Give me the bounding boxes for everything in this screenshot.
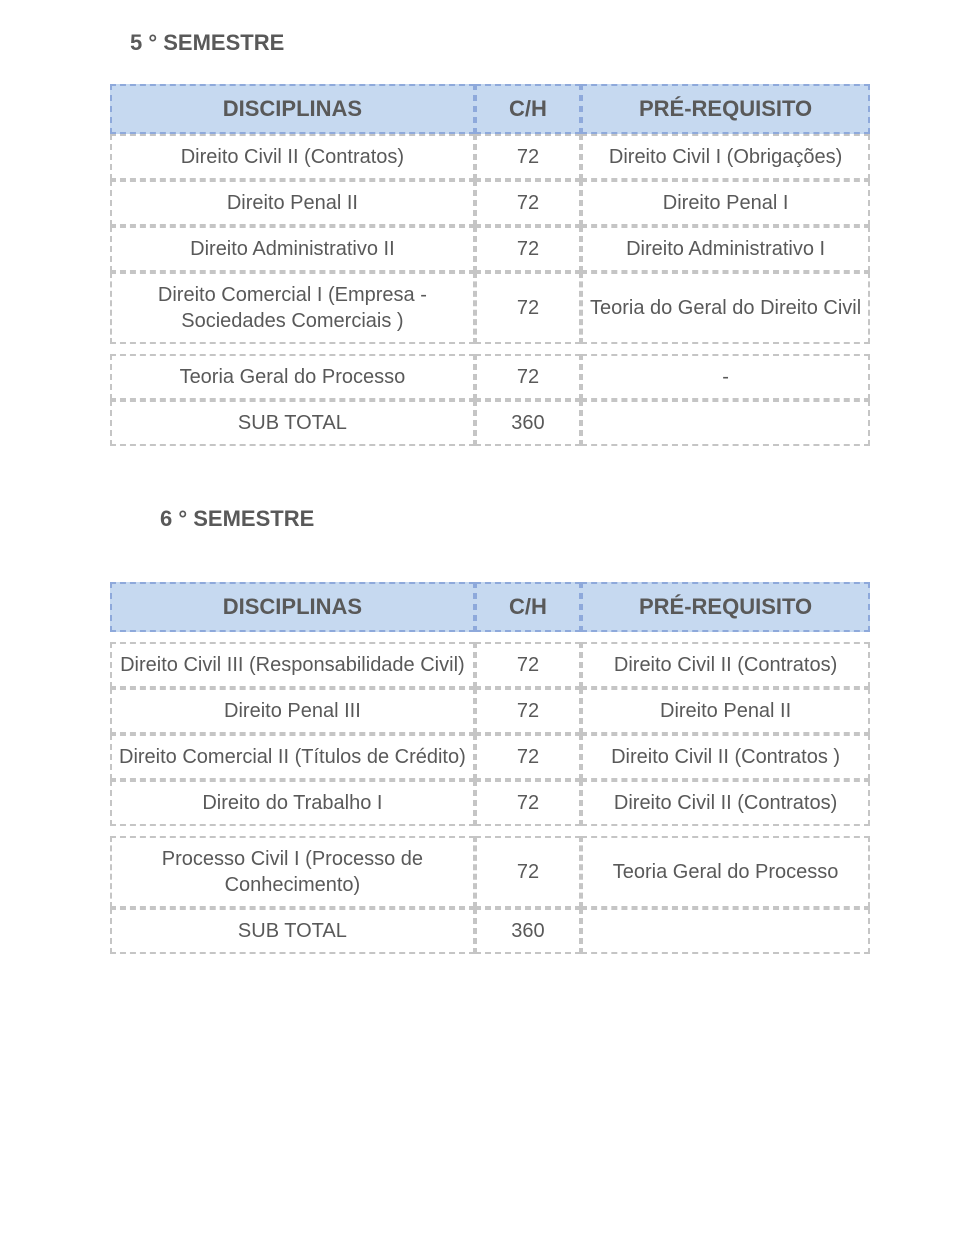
table-row: Direito do Trabalho I 72 Direito Civil I…: [110, 780, 870, 826]
cell-pre: [581, 908, 870, 954]
table-row: Direito Civil III (Responsabilidade Civi…: [110, 642, 870, 688]
cell-disc: Teoria Geral do Processo: [110, 354, 475, 400]
table-header-row: DISCIPLINAS C/H PRÉ-REQUISITO: [110, 84, 870, 134]
table-row: Direito Comercial I (Empresa - Sociedade…: [110, 272, 870, 344]
semester-6-title: 6 ° SEMESTRE: [160, 506, 870, 532]
table-row: Direito Penal II 72 Direito Penal I: [110, 180, 870, 226]
table-row: Teoria Geral do Processo 72 -: [110, 354, 870, 400]
cell-ch: 72: [475, 836, 581, 908]
header-ch: C/H: [475, 84, 581, 134]
cell-ch: 72: [475, 688, 581, 734]
header-pre: PRÉ-REQUISITO: [581, 582, 870, 632]
cell-disc: Processo Civil I (Processo de Conhecimen…: [110, 836, 475, 908]
cell-pre: Direito Civil II (Contratos ): [581, 734, 870, 780]
table-row: SUB TOTAL 360: [110, 908, 870, 954]
header-disciplinas: DISCIPLINAS: [110, 84, 475, 134]
table-row: Direito Penal III 72 Direito Penal II: [110, 688, 870, 734]
table-row: Processo Civil I (Processo de Conhecimen…: [110, 836, 870, 908]
cell-disc: Direito Administrativo II: [110, 226, 475, 272]
cell-ch: 360: [475, 908, 581, 954]
cell-ch: 72: [475, 780, 581, 826]
cell-pre: Direito Civil II (Contratos): [581, 642, 870, 688]
semester-5-table: DISCIPLINAS C/H PRÉ-REQUISITO Direito Ci…: [110, 84, 870, 446]
semester-5-title: 5 ° SEMESTRE: [130, 30, 870, 56]
cell-pre: Direito Penal II: [581, 688, 870, 734]
cell-pre: Direito Civil I (Obrigações): [581, 134, 870, 180]
cell-disc: SUB TOTAL: [110, 400, 475, 446]
cell-pre: Teoria Geral do Processo: [581, 836, 870, 908]
cell-ch: 72: [475, 354, 581, 400]
cell-disc: Direito Comercial I (Empresa - Sociedade…: [110, 272, 475, 344]
header-ch: C/H: [475, 582, 581, 632]
cell-ch: 72: [475, 134, 581, 180]
cell-ch: 72: [475, 642, 581, 688]
cell-disc: Direito Penal III: [110, 688, 475, 734]
cell-disc: Direito Comercial II (Títulos de Crédito…: [110, 734, 475, 780]
cell-disc: Direito Penal II: [110, 180, 475, 226]
cell-pre: Direito Civil II (Contratos): [581, 780, 870, 826]
cell-ch: 72: [475, 734, 581, 780]
table-row: SUB TOTAL 360: [110, 400, 870, 446]
header-pre: PRÉ-REQUISITO: [581, 84, 870, 134]
cell-disc: SUB TOTAL: [110, 908, 475, 954]
cell-pre: -: [581, 354, 870, 400]
table-row: Direito Comercial II (Títulos de Crédito…: [110, 734, 870, 780]
cell-disc: Direito Civil III (Responsabilidade Civi…: [110, 642, 475, 688]
cell-pre: Direito Administrativo I: [581, 226, 870, 272]
semester-6-table: DISCIPLINAS C/H PRÉ-REQUISITO Direito Ci…: [110, 582, 870, 954]
cell-pre: Teoria do Geral do Direito Civil: [581, 272, 870, 344]
cell-ch: 72: [475, 272, 581, 344]
cell-ch: 360: [475, 400, 581, 446]
cell-disc: Direito do Trabalho I: [110, 780, 475, 826]
table-row: Direito Administrativo II 72 Direito Adm…: [110, 226, 870, 272]
cell-pre: [581, 400, 870, 446]
table-header-row: DISCIPLINAS C/H PRÉ-REQUISITO: [110, 582, 870, 632]
header-disciplinas: DISCIPLINAS: [110, 582, 475, 632]
cell-ch: 72: [475, 180, 581, 226]
cell-ch: 72: [475, 226, 581, 272]
cell-disc: Direito Civil II (Contratos): [110, 134, 475, 180]
cell-pre: Direito Penal I: [581, 180, 870, 226]
table-row: Direito Civil II (Contratos) 72 Direito …: [110, 134, 870, 180]
